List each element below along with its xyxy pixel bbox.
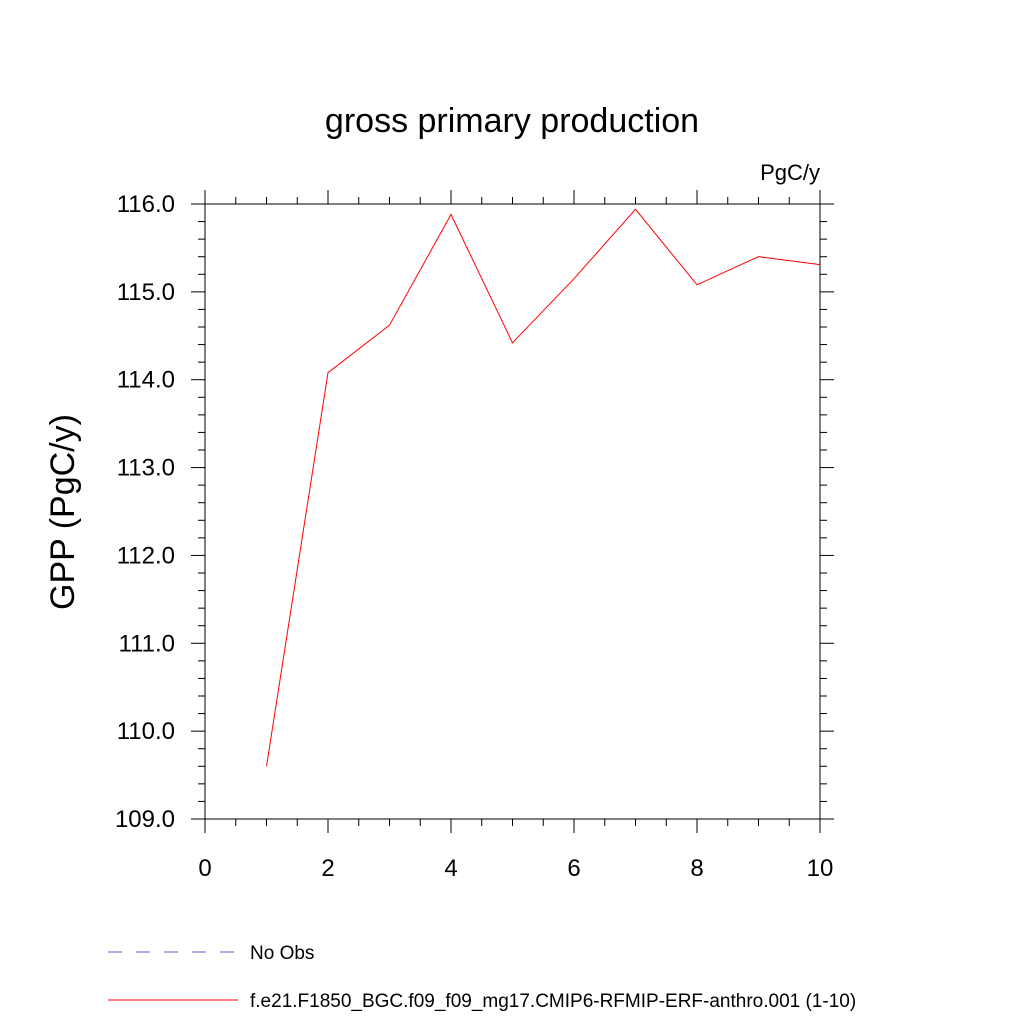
- legend: No Obs f.e21.F1850_BGC.f09_f09_mg17.CMIP6…: [108, 943, 856, 1012]
- x-tick-label: 4: [444, 855, 457, 882]
- y-tick-label: 109.0: [115, 806, 175, 833]
- series-layer: [266, 208, 821, 767]
- y-tick-label: 112.0: [117, 542, 175, 569]
- x-tick-label: 8: [690, 855, 703, 882]
- x-tick-label: 10: [807, 855, 834, 882]
- axis-ticks: [191, 190, 834, 833]
- legend-label: No Obs: [250, 943, 314, 964]
- series-line-1: [266, 208, 821, 767]
- y-tick-label: 116.0: [117, 191, 175, 218]
- y-tick-label: 110.0: [117, 718, 175, 745]
- y-tick-label: 115.0: [117, 279, 175, 306]
- legend-label: f.e21.F1850_BGC.f09_f09_mg17.CMIP6-RFMIP…: [250, 991, 856, 1012]
- y-tick-label: 114.0: [117, 367, 175, 394]
- x-tick-label: 6: [567, 855, 580, 882]
- y-axis-label: GPP (PgC/y): [44, 414, 82, 610]
- units-label: PgC/y: [760, 160, 820, 185]
- x-tick-label: 0: [198, 855, 211, 882]
- x-tick-label: 2: [321, 855, 334, 882]
- y-tick-label: 111.0: [119, 630, 176, 657]
- chart-title: gross primary production: [325, 102, 699, 140]
- plot-frame: [204, 203, 821, 820]
- y-tick-label: 113.0: [117, 455, 175, 482]
- axis-tick-labels: 0 2 4 6 8 10 109.0 110.0 111.0 112.0 113.0 114.0 115…: [115, 191, 833, 882]
